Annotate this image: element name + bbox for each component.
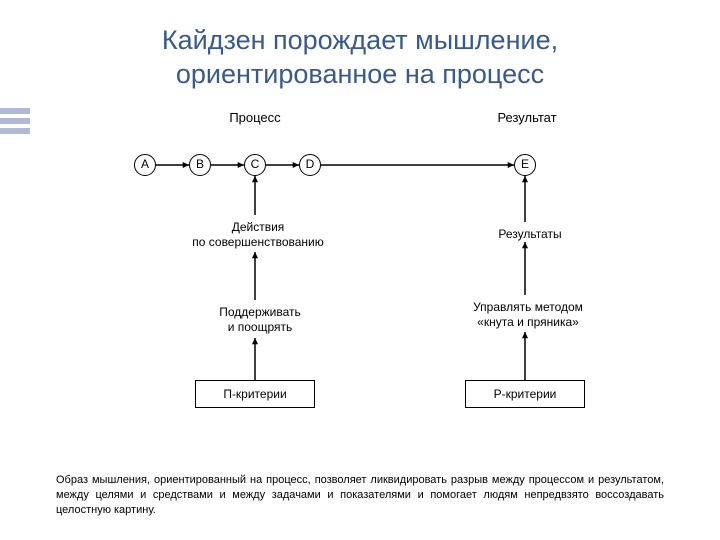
box-p-criteria: П-критерии (195, 380, 315, 408)
header-result: Результат (482, 110, 572, 125)
header-process: Процесс (215, 110, 295, 125)
node-c: C (244, 154, 266, 176)
body-paragraph: Образ мышления, ориентированный на проце… (56, 473, 664, 518)
title-line2: ориентированное на процесс (176, 59, 544, 89)
process-diagram: Процесс Результат A B C D E П-критерии Р… (0, 110, 720, 430)
label-results: Результаты (480, 227, 580, 242)
page-title: Кайдзен порождает мышление, ориентирован… (0, 24, 720, 92)
node-e: E (514, 154, 536, 176)
box-r-criteria: Р-критерии (465, 380, 585, 408)
node-d: D (299, 154, 321, 176)
node-a: A (134, 154, 156, 176)
label-manage: Управлять методом «кнута и пряника» (458, 300, 598, 330)
label-actions: Действия по совершенствованию (183, 220, 333, 250)
title-line1: Кайдзен порождает мышление, (162, 25, 558, 55)
diagram-arrows (0, 110, 720, 430)
node-b: B (189, 154, 211, 176)
label-support: Поддерживать и поощрять (200, 305, 320, 335)
